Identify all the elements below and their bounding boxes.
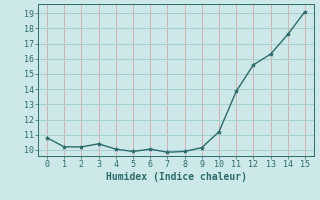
- X-axis label: Humidex (Indice chaleur): Humidex (Indice chaleur): [106, 172, 246, 182]
